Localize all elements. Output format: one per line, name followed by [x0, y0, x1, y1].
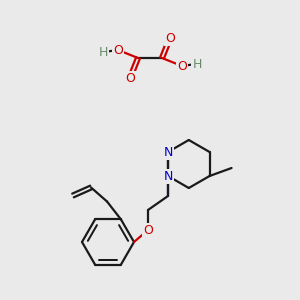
Text: O: O: [113, 44, 123, 56]
Text: H: H: [98, 46, 108, 59]
Text: N: N: [163, 146, 173, 158]
Text: N: N: [163, 169, 173, 182]
Text: H: H: [192, 58, 202, 70]
Text: O: O: [165, 32, 175, 44]
Text: O: O: [125, 71, 135, 85]
Text: O: O: [143, 224, 153, 236]
Text: O: O: [177, 59, 187, 73]
